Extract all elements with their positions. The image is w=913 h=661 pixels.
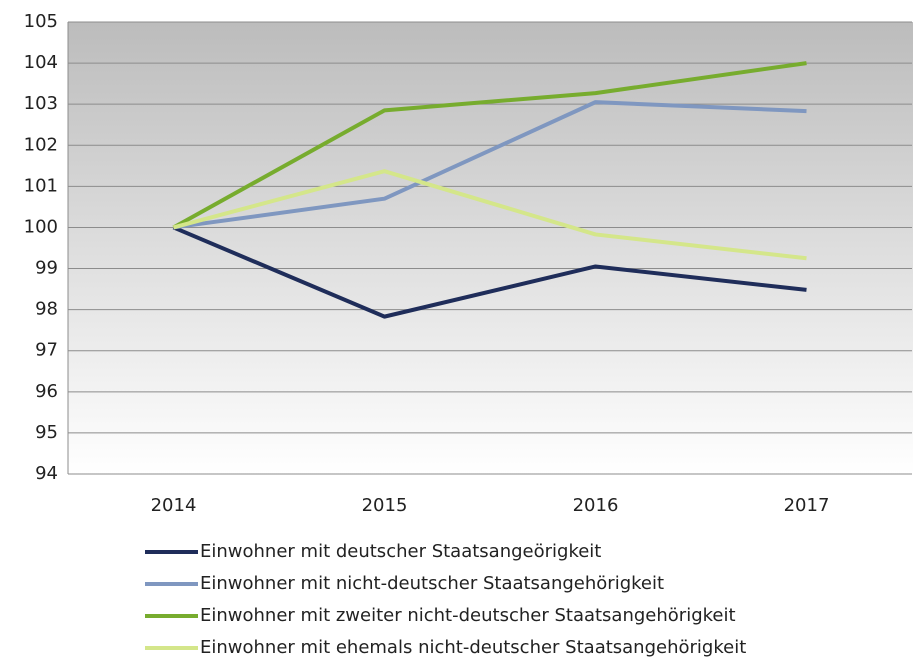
- y-tick-label: 100: [24, 216, 58, 237]
- x-tick-label: 2015: [362, 495, 408, 516]
- series-line: [172, 61, 807, 230]
- y-tick-label: 102: [24, 134, 58, 155]
- y-tick-label: 99: [35, 258, 58, 279]
- series-line: [172, 169, 807, 261]
- legend-label: Einwohner mit nicht-deutscher Staatsange…: [200, 573, 664, 594]
- x-tick-label: 2014: [151, 495, 197, 516]
- legend-label: Einwohner mit deutscher Staatsangeörigke…: [200, 541, 601, 562]
- y-tick-label: 101: [24, 175, 58, 196]
- series-line: [173, 100, 807, 230]
- x-tick-label: 2016: [573, 495, 619, 516]
- y-tick-label: 94: [35, 463, 58, 484]
- series-line: [172, 225, 807, 319]
- x-tick-label: 2017: [784, 495, 830, 516]
- legend-label: Einwohner mit zweiter nicht-deutscher St…: [200, 605, 736, 626]
- y-tick-label: 96: [35, 381, 58, 402]
- y-tick-label: 105: [24, 11, 58, 32]
- y-tick-label: 103: [24, 93, 58, 114]
- plot-area: [68, 22, 913, 474]
- y-tick-label: 98: [35, 299, 58, 320]
- y-tick-label: 95: [35, 422, 58, 443]
- y-tick-label: 104: [24, 52, 58, 73]
- y-tick-label: 97: [35, 340, 58, 361]
- legend-label: Einwohner mit ehemals nicht-deutscher St…: [200, 637, 746, 658]
